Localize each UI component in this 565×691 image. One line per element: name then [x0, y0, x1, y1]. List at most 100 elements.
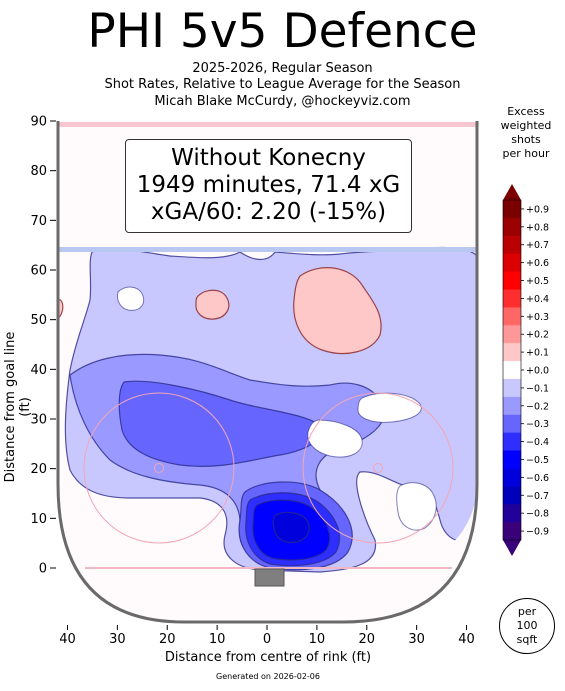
colorbar-swatch: [503, 522, 521, 541]
colorbar-tick-label: −0.2: [526, 401, 549, 412]
goal-net: [254, 568, 285, 587]
x-tick-label: 40: [59, 632, 76, 647]
colorbar-swatch: [503, 271, 521, 290]
y-axis: 90 80 70 60 50 40 30 20 10 0: [30, 115, 56, 577]
chart-title: PHI 5v5 Defence: [87, 4, 478, 59]
annotation-line-2: 1949 minutes, 71.4 xG: [136, 172, 401, 198]
subtitle-author: Micah Blake McCurdy, @hockeyviz.com: [154, 94, 411, 109]
colorbar-tick-label: +0.5: [526, 276, 549, 287]
colorbar-tick-label: −0.8: [526, 509, 549, 520]
right-faceoff-circle: [302, 392, 454, 544]
generated-footer: Generated on 2026-02-06: [216, 672, 320, 681]
x-tick-label: 10: [209, 632, 226, 647]
heat-region-blue-left-inner: [118, 380, 323, 467]
y-tick-label: 20: [30, 462, 47, 477]
x-axis: 40 30 20 10 0 10 20 30 40: [59, 625, 475, 647]
x-tick-label: 0: [263, 632, 271, 647]
colorbar-tick-label: −0.4: [526, 437, 549, 448]
subtitle-description: Shot Rates, Relative to League Average f…: [104, 77, 461, 92]
colorbar-title: Excess weighted shots per hour: [490, 105, 562, 161]
colorbar-title-line-2: weighted: [500, 119, 552, 132]
per-unit-line-3: sqft: [516, 633, 538, 646]
colorbar-swatch: [503, 343, 521, 362]
colorbar-swatch: [503, 396, 521, 416]
colorbar-tick-label: +0.7: [526, 240, 549, 251]
colorbar-tick-label: +0.2: [526, 330, 549, 341]
colorbar-tick-label: −0.6: [526, 473, 549, 484]
y-tick-label: 30: [30, 413, 47, 428]
heat-neutral-pocket: [357, 392, 422, 423]
x-tick-label: 20: [159, 632, 176, 647]
colorbar-tick-label: +0.0: [526, 366, 549, 377]
per-unit-badge: per 100 sqft: [499, 598, 555, 654]
left-faceoff-dot: [154, 463, 164, 473]
heat-neutral-pocket: [307, 419, 363, 458]
y-tick-label: 80: [30, 164, 47, 179]
y-tick-label: 0: [39, 562, 47, 577]
colorbar-swatch: [503, 289, 521, 308]
colorbar-title-line-1: Excess: [507, 105, 545, 118]
colorbar-frame: [502, 199, 522, 541]
heat-neutral-pocket: [117, 286, 145, 311]
colorbar-tick-label: +0.4: [526, 294, 549, 305]
colorbar-top-arrow: [503, 184, 521, 200]
colorbar: +0.9 +0.8 +0.7 +0.6 +0.5 +0.4 +0.3 +0.2 +0.1 +0.0…: [502, 184, 549, 556]
colorbar-tick-label: +0.3: [526, 312, 549, 323]
colorbar-swatch: [503, 217, 521, 237]
left-faceoff-circle: [83, 392, 235, 544]
colorbar-tick-label: +0.6: [526, 258, 549, 269]
colorbar-swatch: [503, 378, 521, 398]
colorbar-title-line-4: per hour: [502, 147, 550, 160]
x-tick-label: 10: [309, 632, 326, 647]
colorbar-title-line-3: shots: [511, 133, 541, 146]
colorbar-swatch: [503, 414, 521, 434]
colorbar-bottom-arrow: [503, 540, 521, 556]
end-boards-band: [58, 122, 477, 127]
y-tick-label: 10: [30, 512, 47, 527]
colorbar-swatch: [503, 307, 521, 326]
x-tick-label: 20: [358, 632, 375, 647]
colorbar-swatch: [503, 235, 521, 255]
colorbar-swatch: [503, 504, 521, 523]
heat-neutral-pocket: [396, 482, 437, 531]
heat-region-red-left-dot: [195, 289, 230, 320]
colorbar-tick-label: +0.9: [526, 204, 549, 215]
y-tick-label: 40: [30, 363, 47, 378]
x-tick-label: 30: [109, 632, 126, 647]
annotation-line-3: xGA/60: 2.20 (-15%): [150, 199, 387, 225]
blue-line: [58, 247, 477, 252]
heat-layer: [57, 246, 477, 573]
heat-region-blue-slot-core: [272, 511, 310, 544]
y-tick-label: 50: [30, 313, 47, 328]
rink-boards: [56, 121, 479, 624]
colorbar-tick-label: −0.3: [526, 419, 549, 430]
colorbar-swatch: [503, 450, 521, 469]
per-unit-line-2: 100: [516, 619, 538, 632]
colorbar-swatch: [503, 253, 521, 273]
right-faceoff-dot: [373, 463, 383, 473]
y-tick-label: 70: [30, 214, 47, 229]
x-tick-label: 30: [408, 632, 425, 647]
colorbar-tick-label: −0.9: [526, 527, 549, 538]
colorbar-swatch: [503, 486, 521, 505]
annotation-line-1: Without Konecny: [171, 145, 366, 171]
colorbar-swatch: [503, 361, 521, 380]
colorbar-swatch: [503, 432, 521, 452]
y-axis-label: Distance from goal line (ft): [3, 331, 33, 483]
per-unit-line-1: per: [517, 605, 537, 618]
colorbar-swatch: [503, 468, 521, 487]
colorbar-tick-label: −0.7: [526, 491, 549, 502]
y-tick-label: 60: [30, 264, 47, 279]
y-tick-label: 90: [30, 115, 47, 130]
stats-annotation: Without Konecny 1949 minutes, 71.4 xG xG…: [125, 139, 412, 233]
colorbar-tick-label: −0.1: [526, 383, 549, 394]
colorbar-tick-label: +0.8: [526, 222, 549, 233]
colorbar-swatch: [503, 325, 521, 344]
subtitle-season: 2025-2026, Regular Season: [192, 61, 373, 76]
x-axis-label: Distance from centre of rink (ft): [164, 650, 372, 665]
heat-region-red-high: [293, 267, 382, 355]
x-tick-label: 40: [458, 632, 475, 647]
colorbar-tick-label: +0.1: [526, 348, 549, 359]
colorbar-swatch: [503, 200, 521, 219]
